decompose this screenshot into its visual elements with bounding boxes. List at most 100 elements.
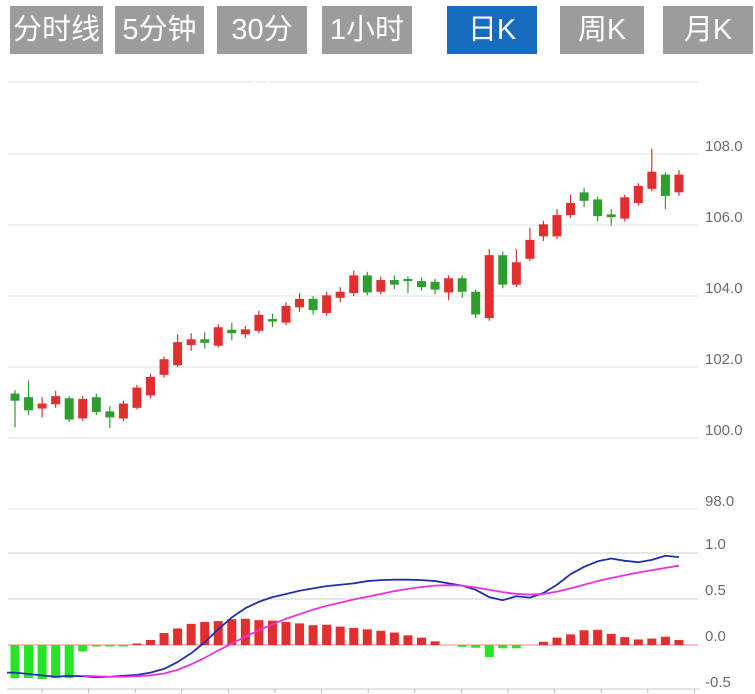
- candle-body: [430, 281, 440, 290]
- macd-bar: [146, 639, 155, 645]
- timeframe-button-30min[interactable]: 30分钟: [217, 6, 307, 94]
- macd-bar: [308, 625, 318, 645]
- candle-body: [525, 239, 535, 259]
- timeframe-button-monthly-k[interactable]: 月K: [663, 6, 753, 54]
- candle-body: [606, 214, 616, 218]
- candle-body: [620, 197, 630, 219]
- macd-bar: [593, 629, 603, 645]
- candle-body: [660, 174, 670, 196]
- macd-bar: [647, 638, 657, 645]
- svg-text:-0.5: -0.5: [705, 674, 731, 691]
- macd-bar: [457, 645, 467, 647]
- candle-body: [186, 339, 196, 345]
- candle-body: [159, 359, 169, 375]
- svg-text:1.0: 1.0: [705, 536, 726, 553]
- svg-text:0.5: 0.5: [705, 582, 726, 599]
- candle-body: [78, 398, 88, 419]
- x-axis: [7, 688, 700, 693]
- candle-body: [674, 174, 684, 193]
- candle-body: [91, 397, 101, 413]
- timeframe-toolbar: 分时线 5分钟 30分钟 1小时 日K 周K 月K: [0, 0, 755, 94]
- macd-bar: [552, 637, 562, 645]
- candle-body: [267, 319, 277, 322]
- candle-body: [322, 295, 332, 314]
- candle-body: [389, 280, 399, 285]
- svg-text:104.0: 104.0: [705, 280, 743, 297]
- macd-bar: [10, 645, 20, 679]
- svg-text:106.0: 106.0: [705, 209, 743, 226]
- macd-dif-line: [7, 554, 680, 679]
- timeframe-button-1hour[interactable]: 1小时: [322, 6, 412, 54]
- candle-body: [200, 339, 210, 343]
- candle-body: [118, 403, 128, 419]
- macd-bar: [376, 630, 386, 645]
- price-axis-labels: 108.0 106.0 104.0 102.0 100.0 98.0: [705, 138, 743, 510]
- macd-bar: [579, 630, 589, 645]
- macd-bar: [430, 641, 440, 645]
- timeframe-button-weekly-k[interactable]: 周K: [560, 6, 644, 54]
- macd-bar: [349, 627, 359, 645]
- candle-body: [281, 305, 291, 323]
- candle-body: [10, 393, 20, 401]
- macd-bar: [64, 645, 74, 679]
- candle-body: [308, 298, 318, 311]
- candle-body: [213, 327, 223, 346]
- macd-bar: [213, 621, 223, 645]
- grid-lines: [8, 81, 698, 600]
- macd-axis-labels: 1.0 0.5 0.0 -0.5: [705, 536, 731, 691]
- candle-body: [146, 376, 155, 396]
- svg-text:102.0: 102.0: [705, 351, 743, 368]
- candle-body: [633, 185, 643, 203]
- macd-bar: [24, 645, 34, 679]
- svg-text:108.0: 108.0: [705, 138, 743, 155]
- macd-bar: [37, 645, 47, 680]
- candle-body: [498, 255, 508, 285]
- macd-bar: [267, 620, 277, 645]
- candle-body: [295, 298, 305, 308]
- macd-bar: [484, 645, 494, 657]
- macd-bar: [566, 634, 576, 645]
- candle-body: [417, 281, 426, 288]
- macd-histogram: [10, 618, 684, 680]
- macd-bar: [105, 645, 115, 647]
- timeframe-button-daily-k[interactable]: 日K: [447, 6, 537, 54]
- macd-bar: [173, 628, 183, 645]
- macd-bar: [322, 624, 332, 645]
- macd-bar: [200, 622, 210, 645]
- candle-body: [403, 278, 413, 282]
- macd-bar: [78, 645, 88, 652]
- macd-dea-line: [82, 564, 680, 678]
- timeframe-button-minute-line[interactable]: 分时线: [10, 6, 103, 54]
- candle-body: [566, 202, 576, 216]
- candle-body: [647, 171, 657, 189]
- svg-text:100.0: 100.0: [705, 422, 743, 439]
- macd-bar: [620, 637, 630, 645]
- candlestick-series: [10, 148, 684, 429]
- candle-body: [484, 255, 494, 319]
- candle-body: [335, 291, 345, 298]
- timeframe-button-5min[interactable]: 5分钟: [115, 6, 204, 54]
- macd-bar: [403, 635, 413, 645]
- macd-bar: [118, 645, 128, 647]
- candle-body: [376, 280, 386, 292]
- candle-body: [254, 314, 264, 331]
- macd-bar: [295, 623, 305, 645]
- candle-body: [132, 387, 142, 408]
- macd-bar: [471, 645, 481, 648]
- candle-body: [593, 199, 603, 217]
- candle-body: [457, 278, 467, 292]
- macd-bar: [674, 639, 684, 645]
- candle-body: [240, 329, 250, 335]
- candle-body: [471, 291, 481, 315]
- macd-bar: [606, 633, 616, 645]
- macd-bar: [227, 619, 237, 645]
- macd-bar: [240, 618, 250, 645]
- svg-text:0.0: 0.0: [705, 628, 726, 645]
- candle-body: [579, 192, 589, 201]
- macd-bar: [498, 645, 508, 649]
- candle-body: [552, 215, 562, 237]
- macd-bar: [159, 633, 169, 645]
- macd-bar: [389, 632, 399, 645]
